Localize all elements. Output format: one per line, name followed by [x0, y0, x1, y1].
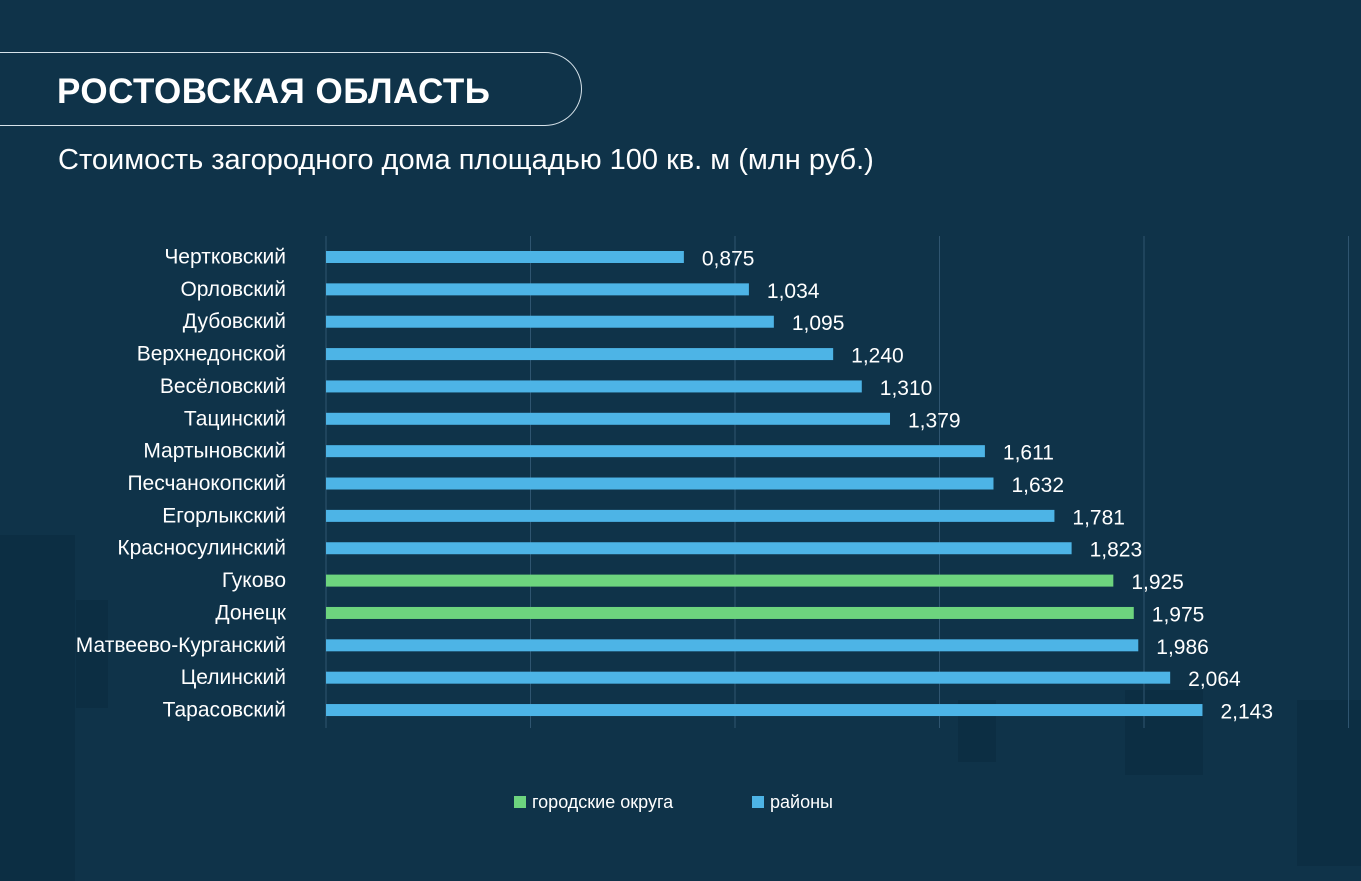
- category-label: Красносулинский: [117, 537, 286, 560]
- category-label: Егорлыкский: [162, 504, 286, 527]
- value-label: 1,975: [1152, 603, 1205, 626]
- bar-district: [326, 477, 994, 490]
- category-label: Дубовский: [183, 310, 286, 333]
- bar-district: [326, 348, 834, 361]
- category-label: Матвеево-Курганский: [76, 634, 286, 657]
- bar-district: [326, 445, 985, 458]
- bar-district: [326, 509, 1055, 522]
- value-label: 0,875: [702, 248, 755, 271]
- background-decoration: [1297, 700, 1361, 866]
- category-label: Чертковский: [164, 246, 286, 269]
- legend-swatch-district: [752, 796, 764, 808]
- category-label: Весёловский: [160, 375, 286, 398]
- bar-district: [326, 315, 774, 328]
- page-title: РОСТОВСКАЯ ОБЛАСТЬ: [57, 72, 491, 111]
- category-label: Орловский: [180, 278, 286, 301]
- bar-district: [326, 542, 1072, 555]
- legend-label-city: городские округа: [532, 792, 674, 812]
- value-label: 1,034: [767, 280, 820, 303]
- bar-city: [326, 574, 1114, 587]
- value-label: 1,986: [1156, 636, 1209, 659]
- value-label: 2,064: [1188, 668, 1241, 691]
- bar-district: [326, 639, 1139, 652]
- bar-district: [326, 380, 862, 393]
- value-label: 1,611: [1003, 442, 1054, 465]
- legend-item-city: городские округа: [514, 790, 673, 814]
- value-label: 1,632: [1011, 474, 1064, 497]
- category-label: Тацинский: [184, 407, 286, 430]
- category-label: Донецк: [215, 601, 286, 624]
- category-label: Целинский: [181, 666, 286, 689]
- chart-legend: городские округа районы: [0, 790, 1361, 816]
- value-label: 1,095: [792, 312, 845, 335]
- category-label: Гуково: [222, 569, 286, 592]
- background-decoration: [0, 535, 75, 881]
- value-label: 1,781: [1072, 506, 1125, 529]
- value-label: 1,240: [851, 345, 904, 368]
- chart-subtitle: Стоимость загородного дома площадью 100 …: [58, 144, 874, 176]
- value-label: 1,310: [880, 377, 933, 400]
- value-label: 2,143: [1220, 701, 1273, 724]
- category-label: Тарасовский: [163, 699, 286, 722]
- category-label: Песчанокопский: [127, 472, 286, 495]
- title-frame: [0, 52, 582, 126]
- category-label: Верхнедонской: [137, 343, 286, 366]
- bar-city: [326, 606, 1134, 619]
- bar-district: [326, 412, 891, 425]
- category-label: Мартыновский: [143, 440, 286, 463]
- bar-district: [326, 283, 749, 296]
- legend-item-district: районы: [752, 790, 833, 814]
- bar-district: [326, 704, 1203, 717]
- bar-district: [326, 251, 684, 263]
- value-label: 1,823: [1090, 539, 1143, 562]
- value-label: 1,925: [1131, 571, 1184, 594]
- value-label: 1,379: [908, 409, 961, 432]
- legend-swatch-city: [514, 796, 526, 808]
- background-decoration: [76, 600, 108, 708]
- bar-district: [326, 671, 1171, 684]
- legend-label-district: районы: [770, 792, 833, 812]
